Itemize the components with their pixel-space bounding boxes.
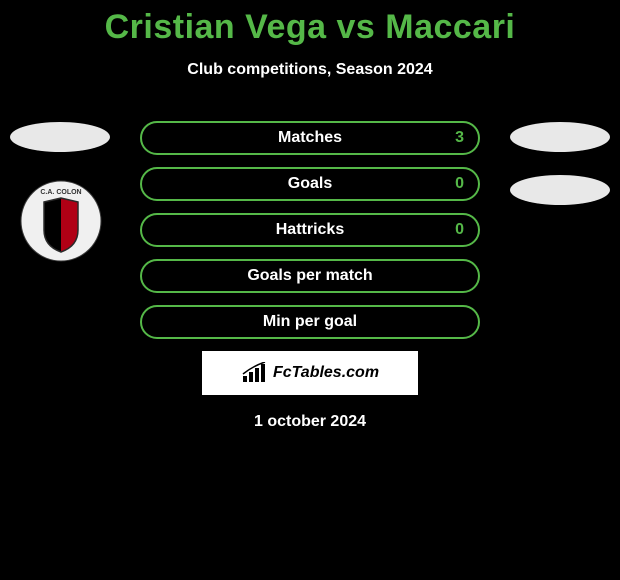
- footer-date: 1 october 2024: [0, 413, 620, 431]
- stat-value: 3: [455, 129, 464, 147]
- stats-container: Matches 3 Goals 0 Hattricks 0 Goals per …: [140, 121, 480, 339]
- stat-row-matches: Matches 3: [140, 121, 480, 155]
- page-subtitle: Club competitions, Season 2024: [0, 61, 620, 79]
- player-right-silhouette-2: [510, 175, 610, 205]
- stat-row-min-per-goal: Min per goal: [140, 305, 480, 339]
- stat-row-goals-per-match: Goals per match: [140, 259, 480, 293]
- stat-label: Matches: [278, 129, 342, 147]
- brand-box[interactable]: FcTables.com: [202, 351, 418, 395]
- brand-text: FcTables.com: [273, 364, 379, 382]
- stat-label: Goals: [288, 175, 332, 193]
- badge-label-text: C.A. COLON: [40, 189, 81, 196]
- stat-row-goals: Goals 0: [140, 167, 480, 201]
- bars-icon: [241, 362, 267, 384]
- stat-value: 0: [455, 221, 464, 239]
- player-right-silhouette: [510, 122, 610, 152]
- stat-label: Goals per match: [247, 267, 372, 285]
- page-title: Cristian Vega vs Maccari: [0, 0, 620, 47]
- stat-label: Hattricks: [276, 221, 344, 239]
- stat-label: Min per goal: [263, 313, 357, 331]
- stat-value: 0: [455, 175, 464, 193]
- stat-row-hattricks: Hattricks 0: [140, 213, 480, 247]
- club-badge: C.A. COLON: [20, 180, 102, 262]
- player-left-silhouette: [10, 122, 110, 152]
